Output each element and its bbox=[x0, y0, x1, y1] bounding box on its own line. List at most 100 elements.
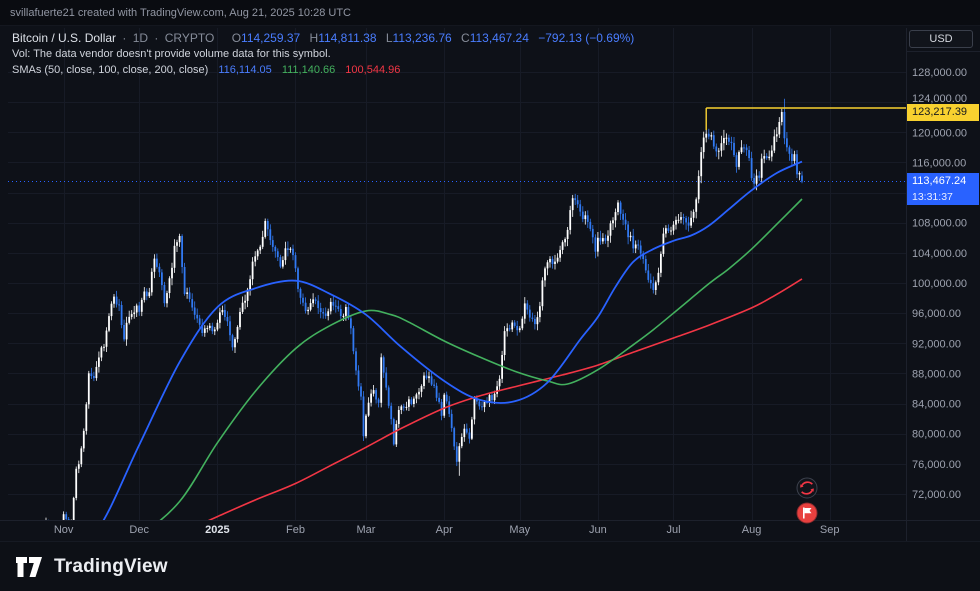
candle bbox=[531, 317, 534, 319]
sma-overlays bbox=[64, 160, 803, 541]
candle bbox=[224, 310, 226, 317]
time-tick-label: Sep bbox=[820, 524, 840, 536]
candle bbox=[339, 309, 342, 316]
countdown-label: 13:31:37 bbox=[907, 190, 979, 205]
candle bbox=[178, 236, 181, 243]
candle bbox=[733, 142, 735, 156]
candle bbox=[307, 309, 309, 312]
candle bbox=[798, 173, 801, 175]
candle bbox=[745, 147, 748, 151]
candle bbox=[163, 285, 166, 304]
candle bbox=[385, 372, 388, 388]
candle bbox=[357, 370, 360, 387]
candle bbox=[602, 238, 604, 242]
candle bbox=[128, 316, 131, 323]
candle bbox=[433, 384, 435, 386]
sma-100-line[interactable] bbox=[96, 198, 803, 541]
candle bbox=[292, 248, 294, 256]
candle bbox=[468, 432, 471, 439]
tradingview-logo-icon[interactable] bbox=[14, 555, 44, 579]
price-tick-label: 100,000.00 bbox=[912, 278, 967, 290]
candle bbox=[534, 318, 536, 325]
candle bbox=[387, 387, 390, 406]
candle bbox=[77, 464, 80, 469]
candlestick-series[interactable] bbox=[45, 98, 803, 538]
sma-50-line[interactable] bbox=[64, 160, 803, 541]
candle bbox=[158, 266, 161, 273]
price-tick-label: 72,000.00 bbox=[912, 489, 961, 501]
candle bbox=[692, 211, 695, 218]
candle bbox=[135, 305, 138, 313]
candle bbox=[619, 202, 622, 214]
candle bbox=[508, 328, 511, 330]
candle bbox=[191, 299, 194, 308]
candle bbox=[476, 398, 478, 402]
candle bbox=[786, 138, 788, 148]
candle bbox=[614, 212, 617, 221]
candle bbox=[334, 305, 337, 307]
time-tick-label: Dec bbox=[129, 524, 149, 536]
candle bbox=[597, 237, 599, 252]
candle bbox=[430, 376, 433, 385]
candle bbox=[365, 415, 367, 437]
candle bbox=[95, 366, 98, 379]
candle bbox=[206, 328, 209, 329]
candle bbox=[760, 158, 763, 178]
candle bbox=[251, 261, 254, 280]
candle bbox=[523, 303, 526, 319]
change-value: −792.13 (−0.69%) bbox=[538, 31, 635, 45]
close-value: 113,467.24 bbox=[469, 31, 529, 45]
candle bbox=[196, 314, 199, 319]
low-label: L bbox=[385, 31, 393, 45]
volume-notice: Vol: The data vendor doesn't provide vol… bbox=[12, 48, 331, 60]
candle bbox=[720, 143, 723, 151]
candle bbox=[541, 280, 544, 307]
candle bbox=[753, 178, 755, 184]
candle bbox=[788, 147, 791, 154]
sma-label: SMAs (50, close, 100, close, 200, close) bbox=[12, 64, 209, 76]
candle bbox=[75, 468, 78, 498]
price-tick-label: 96,000.00 bbox=[912, 308, 961, 320]
candle bbox=[445, 394, 448, 402]
candle bbox=[408, 399, 410, 407]
candle bbox=[254, 256, 257, 262]
price-axis[interactable] bbox=[906, 28, 980, 520]
candle bbox=[402, 406, 405, 408]
candle bbox=[289, 248, 292, 250]
candle bbox=[647, 270, 650, 280]
footer-bar: TradingView bbox=[0, 541, 980, 591]
candle bbox=[551, 258, 554, 264]
replay-badge-icon[interactable] bbox=[796, 477, 818, 499]
price-tick-label: 92,000.00 bbox=[912, 338, 961, 350]
candle bbox=[236, 327, 239, 340]
sma200-value: 100,544.96 bbox=[345, 64, 401, 76]
candle bbox=[438, 397, 440, 402]
time-tick-label: Mar bbox=[357, 524, 376, 536]
candle bbox=[312, 299, 314, 304]
price-chart[interactable]: 128,000.00 124,000.00 120,000.00 116,000.00… bbox=[0, 0, 980, 541]
candle bbox=[397, 410, 400, 424]
time-axis[interactable] bbox=[0, 520, 906, 541]
candle bbox=[201, 324, 204, 333]
candle bbox=[705, 133, 708, 138]
candle bbox=[450, 413, 453, 429]
candle bbox=[717, 150, 720, 152]
tradingview-wordmark[interactable]: TradingView bbox=[54, 555, 168, 577]
candle bbox=[188, 292, 191, 299]
price-tick-label: 120,000.00 bbox=[912, 127, 967, 139]
candle bbox=[660, 253, 662, 273]
flag-badge-icon[interactable] bbox=[796, 502, 818, 524]
candle bbox=[110, 303, 113, 317]
sma-200-line[interactable] bbox=[197, 278, 803, 526]
time-tick-label: 2025 bbox=[205, 524, 229, 536]
ohlc-values: O114,259.37 H114,811.38 L113,236.76 C113… bbox=[226, 31, 635, 45]
currency-toggle-button[interactable]: USD bbox=[909, 30, 973, 48]
candle bbox=[244, 300, 246, 303]
candle bbox=[483, 402, 486, 408]
candle bbox=[559, 249, 561, 258]
candle bbox=[319, 308, 322, 312]
candle bbox=[299, 288, 302, 298]
last-price-tag: 113,467.24 bbox=[907, 173, 979, 190]
candle bbox=[488, 395, 491, 403]
